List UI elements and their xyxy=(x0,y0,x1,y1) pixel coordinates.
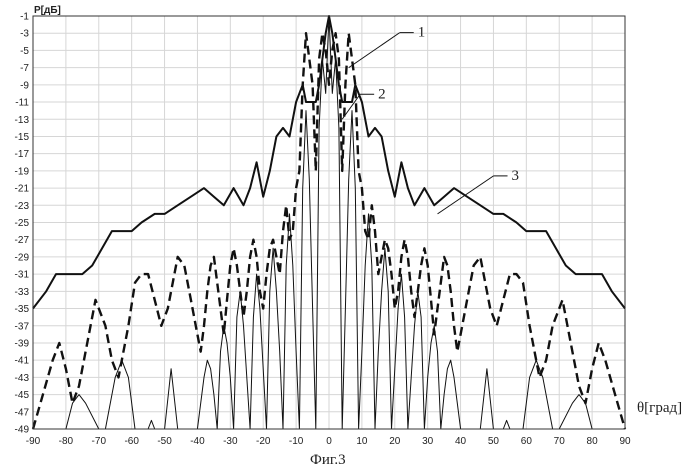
y-tick-label: -43 xyxy=(15,373,30,384)
y-axis-ticks: -1 -3 -5 -7 -9 -11 -13 -15 -17 -19 -21 -23 -25 -27 -29… xyxy=(15,12,30,436)
y-tick-label: -29 xyxy=(15,252,30,263)
y-tick-label: -45 xyxy=(15,390,30,401)
y-tick-label: -23 xyxy=(15,201,30,212)
x-tick-label: -20 xyxy=(256,436,271,447)
x-tick-label: -90 xyxy=(26,436,41,447)
y-tick-label: -25 xyxy=(15,218,30,229)
y-tick-label: -39 xyxy=(15,338,30,349)
y-tick-label: -11 xyxy=(15,98,29,109)
y-tick-label: -33 xyxy=(15,287,30,298)
y-tick-label: -49 xyxy=(15,425,30,436)
y-tick-label: -5 xyxy=(20,46,29,57)
y-tick-label: -41 xyxy=(15,356,30,367)
y-tick-label: -35 xyxy=(15,304,30,315)
x-tick-label: 70 xyxy=(554,436,566,447)
x-tick-label: 60 xyxy=(521,436,533,447)
annotation-label-1: 1 xyxy=(418,25,426,41)
annotation-label-3: 3 xyxy=(512,168,520,184)
y-tick-label: -9 xyxy=(20,80,29,91)
y-tick-label: -19 xyxy=(15,166,30,177)
x-tick-label: -40 xyxy=(190,436,205,447)
x-tick-label: 40 xyxy=(455,436,467,447)
y-tick-label: -7 xyxy=(20,63,29,74)
y-tick-label: -37 xyxy=(15,321,30,332)
x-tick-label: 10 xyxy=(356,436,368,447)
y-tick-label: -15 xyxy=(15,132,30,143)
x-axis-ticks: -90 -80 -70 -60 -50 -40 -30 -20 -10 0 10 20 30 40 50 60… xyxy=(26,436,631,447)
x-tick-label: -80 xyxy=(59,436,74,447)
y-tick-label: -31 xyxy=(15,270,30,281)
x-tick-label: 30 xyxy=(422,436,434,447)
y-axis-label: P[дБ] xyxy=(34,5,61,16)
x-tick-label: 80 xyxy=(587,436,599,447)
y-tick-label: -21 xyxy=(15,184,30,195)
x-tick-label: 50 xyxy=(488,436,500,447)
y-tick-label: -47 xyxy=(15,407,30,418)
figure-caption: Фиг.3 xyxy=(310,452,346,468)
y-tick-label: -13 xyxy=(15,115,30,126)
x-tick-label: 90 xyxy=(619,436,631,447)
annotation-label-2: 2 xyxy=(378,86,386,102)
x-tick-label: 20 xyxy=(389,436,401,447)
x-tick-label: -70 xyxy=(92,436,107,447)
y-tick-label: -3 xyxy=(20,29,29,40)
x-tick-label: -10 xyxy=(289,436,304,447)
y-tick-label: -1 xyxy=(20,12,29,23)
x-tick-label: -30 xyxy=(223,436,238,447)
x-axis-label: θ[град] xyxy=(637,400,682,416)
y-tick-label: -17 xyxy=(15,149,30,160)
x-tick-label: 0 xyxy=(326,436,332,447)
x-tick-label: -60 xyxy=(124,436,139,447)
x-tick-label: -50 xyxy=(157,436,172,447)
y-tick-label: -27 xyxy=(15,235,30,246)
